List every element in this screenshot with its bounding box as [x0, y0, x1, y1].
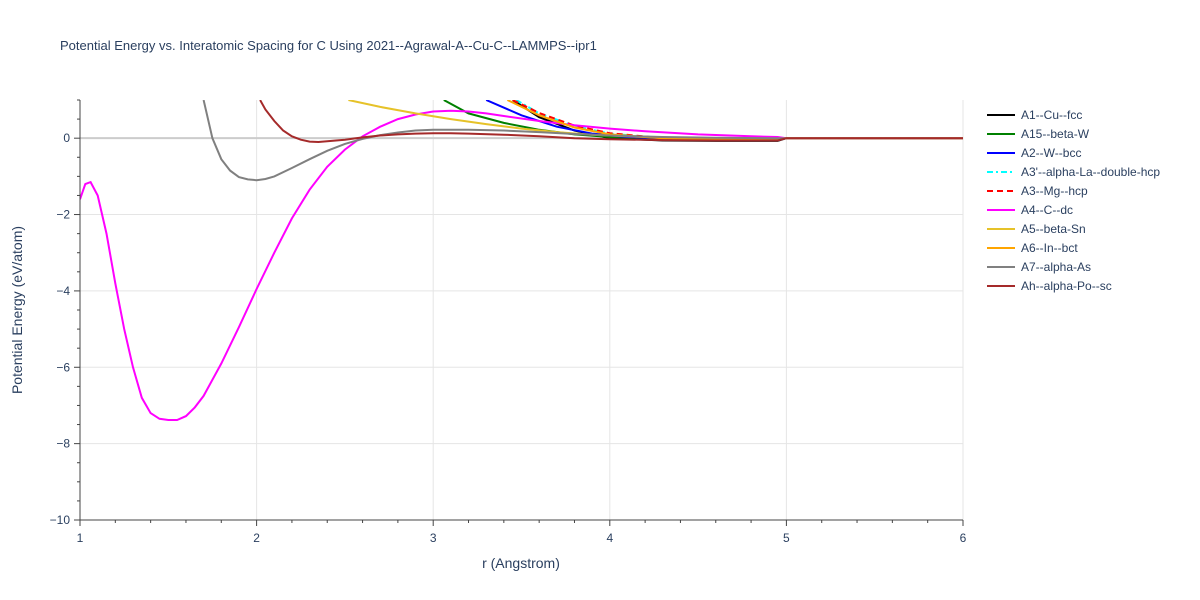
- legend-label: A3'--alpha-La--double-hcp: [1021, 165, 1160, 179]
- legend-label: A3--Mg--hcp: [1021, 184, 1088, 198]
- legend-label: A7--alpha-As: [1021, 260, 1091, 274]
- x-tick-label: 5: [783, 531, 790, 545]
- x-tick-label: 2: [253, 531, 260, 545]
- legend: A1--Cu--fcc A15--beta-W A2--W--bcc A3'--alp…: [987, 108, 1160, 293]
- legend-label: A4--C--dc: [1021, 203, 1073, 217]
- y-axis-label: Potential Energy (eV/atom): [9, 226, 25, 394]
- legend-label: Ah--alpha-Po--sc: [1021, 279, 1112, 293]
- x-tick-label: 3: [430, 531, 437, 545]
- plot-area[interactable]: [80, 100, 963, 421]
- x-tick-label: 1: [77, 531, 84, 545]
- x-axis-label: r (Angstrom): [482, 555, 560, 571]
- legend-label: A1--Cu--fcc: [1021, 108, 1082, 122]
- y-tick-label: −8: [56, 437, 70, 451]
- y-tick-label: −4: [56, 284, 70, 298]
- grid-lines: [80, 100, 964, 520]
- x-tick-label: 6: [960, 531, 967, 545]
- legend-label: A15--beta-W: [1021, 127, 1090, 141]
- series-line-5[interactable]: [80, 109, 963, 421]
- legend-label: A2--W--bcc: [1021, 146, 1081, 160]
- axis-ticks: 1 2 3 4 5 6 0 −2 −4 −6 −8 −10: [50, 99, 967, 545]
- series-line-4[interactable]: [512, 100, 963, 142]
- legend-label: A5--beta-Sn: [1021, 222, 1086, 236]
- legend-label: A6--In--bct: [1021, 241, 1078, 255]
- y-tick-label: −2: [56, 208, 70, 222]
- x-tick-label: 4: [606, 531, 613, 545]
- series-line-8[interactable]: [202, 100, 963, 182]
- chart-title: Potential Energy vs. Interatomic Spacing…: [60, 38, 597, 53]
- y-tick-label: 0: [63, 131, 70, 145]
- y-tick-label: −6: [56, 360, 70, 374]
- series-line-9[interactable]: [259, 100, 963, 144]
- y-tick-label: −10: [50, 513, 71, 527]
